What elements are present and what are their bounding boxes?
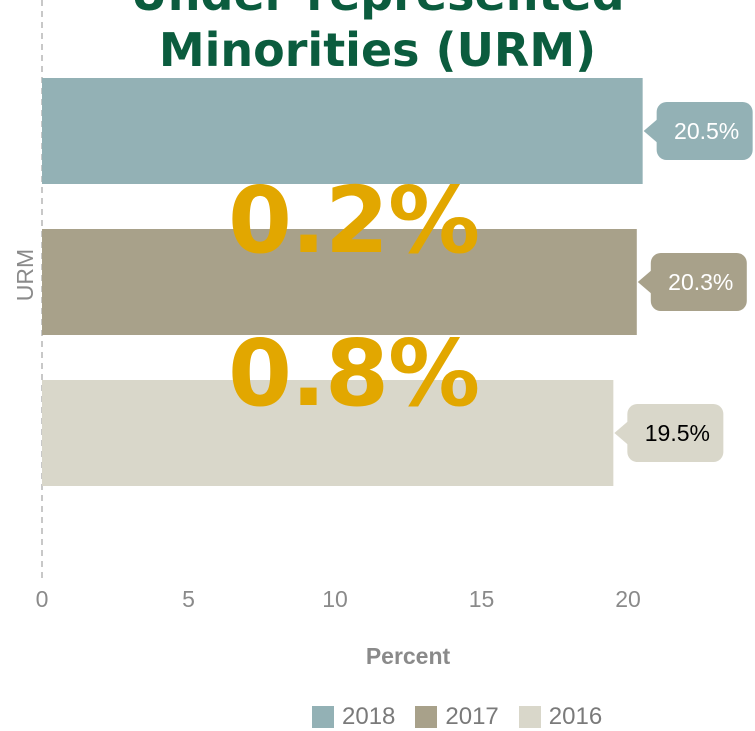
data-label-pointer-2018 — [643, 119, 658, 143]
data-label-bg-2016 — [627, 404, 724, 462]
legend-item-2018: 2018 — [312, 703, 395, 731]
x-tick-label-20: 20 — [615, 586, 641, 612]
chart-legend: 2018 2017 2016 — [312, 703, 622, 731]
bar-2017 — [42, 229, 637, 335]
x-axis-title: Percent — [366, 643, 451, 669]
x-tick-label-15: 15 — [469, 586, 495, 612]
legend-swatch-2018 — [312, 706, 334, 728]
chart-title-line-1: Under-represented — [0, 0, 755, 20]
data-label-2018: 20.5% — [674, 118, 739, 144]
legend-swatch-2017 — [415, 706, 438, 728]
data-label-2016: 19.5% — [645, 420, 710, 446]
data-label-bg-2018 — [656, 102, 753, 160]
legend-item-2017: 2017 — [415, 703, 499, 731]
data-label-bg-2017 — [650, 253, 747, 311]
legend-label-2018: 2018 — [342, 703, 396, 730]
legend-item-2016: 2016 — [518, 703, 603, 731]
chart-title-line-2: Minorities (URM) — [158, 23, 597, 77]
x-tick-label-10: 10 — [322, 586, 348, 612]
x-tick-label-0: 0 — [36, 586, 49, 612]
y-category-label: URM — [12, 249, 38, 301]
bar-2018 — [42, 78, 643, 184]
data-label-pointer-2016 — [614, 421, 629, 445]
legend-label-2017: 2017 — [445, 703, 499, 730]
callout-change-2017: 0.8% — [228, 320, 480, 427]
data-label-pointer-2017 — [637, 270, 652, 294]
bar-2016 — [42, 380, 614, 486]
legend-swatch-2016 — [518, 706, 541, 728]
legend-label-2016: 2016 — [548, 703, 603, 730]
data-label-2017: 20.3% — [668, 269, 733, 295]
x-tick-label-5: 5 — [182, 586, 195, 612]
callout-change-2018: 0.2% — [228, 167, 480, 274]
